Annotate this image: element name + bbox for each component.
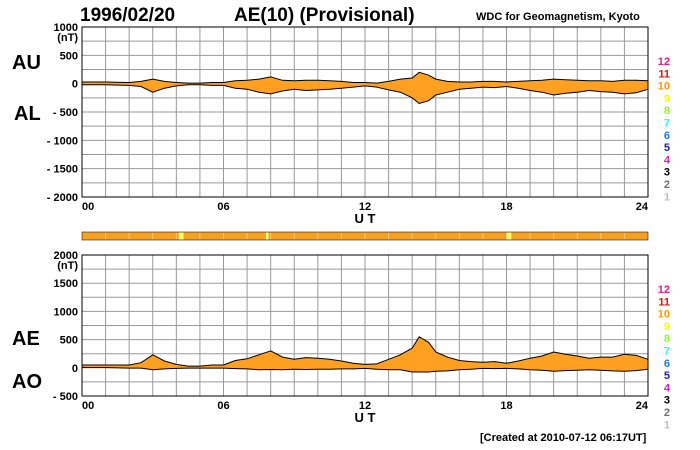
panel2-legend-item: 7 (664, 346, 670, 358)
panel2-ytick-label: 2000 (54, 250, 78, 262)
created-timestamp: [Created at 2010-07-12 06:17UT] (480, 432, 647, 444)
al-label: AL (14, 103, 41, 125)
panel2-ae-line (82, 336, 649, 367)
panel2-legend-item: 8 (664, 333, 670, 345)
panel2-legend-item: 6 (664, 358, 670, 370)
panel2-legend-item: 5 (664, 370, 670, 382)
date-title: 1996/02/20 (80, 5, 176, 26)
panel1-legend-item: 11 (658, 68, 670, 80)
panel1-ytick-label: 0 (72, 79, 78, 91)
panel1-ytick-label: - 1000 (47, 135, 78, 147)
panel2-xtick-label: 12 (359, 400, 371, 412)
panel2-ytick-label: 500 (60, 335, 78, 347)
panel1-legend-item: 1 (664, 191, 670, 203)
panel1-ytick-label: - 500 (53, 107, 78, 119)
panel1-legend-item: 7 (664, 118, 670, 130)
panel2-ytick-label: - 500 (53, 391, 78, 403)
panel1-unit-label: (nT) (57, 32, 78, 44)
panel2-unit-label: (nT) (57, 260, 78, 272)
panel2-ao-line (82, 367, 649, 373)
panel2-ytick-label: 1000 (54, 306, 78, 318)
panel2-xtick-label: 18 (500, 400, 512, 412)
panel2-xaxis-label: U T (355, 410, 376, 425)
panel2-legend-item: 3 (664, 395, 670, 407)
panel1-legend-item: 2 (664, 179, 670, 191)
status-bar-mark (265, 232, 269, 240)
panel1-legend-item: 3 (664, 167, 670, 179)
panel2-legend-item: 9 (664, 321, 670, 333)
panel1-xtick-label: 18 (500, 201, 512, 213)
status-bar-mark (181, 232, 184, 240)
panel2-legend-item: 4 (664, 382, 671, 394)
status-bar-mark (506, 232, 509, 240)
panel1-legend-item: 10 (658, 81, 670, 93)
panel1-ytick-label: - 2000 (47, 192, 78, 204)
source-label: WDC for Geomagnetism, Kyoto (476, 11, 640, 23)
panel2-xtick-label: 06 (217, 400, 229, 412)
status-bar-mark (178, 232, 182, 240)
panel1-frame (81, 26, 649, 198)
panel1-ytick-label: 1000 (54, 22, 78, 34)
status-bar-mark (508, 232, 512, 240)
panel2-frame (81, 254, 649, 397)
panel1-ytick-label: - 1500 (47, 164, 78, 176)
panel1-legend-item: 9 (664, 93, 670, 105)
panel2-legend-item: 12 (658, 284, 670, 296)
panel2-xtick-label: 24 (636, 400, 649, 412)
panel2-xtick-label: 00 (82, 400, 94, 412)
panel1-legend-item: 4 (664, 154, 671, 166)
panel1-xtick-label: 12 (359, 201, 371, 213)
panel2-legend-item: 11 (658, 296, 670, 308)
panel2-ytick-label: 1500 (54, 278, 78, 290)
panel1-al-line (82, 84, 649, 105)
panel1-au-line (82, 71, 649, 84)
chart-title: AE(10) (Provisional) (234, 5, 415, 26)
panel1-xtick-label: 24 (636, 201, 649, 213)
panel2-ytick-label: 0 (72, 363, 78, 375)
ae-label: AE (12, 328, 40, 350)
panel1-legend-item: 8 (664, 105, 670, 117)
panel1-legend-item: 5 (664, 142, 670, 154)
panel1-xtick-label: 06 (217, 201, 229, 213)
panel1-legend-item: 12 (658, 56, 670, 68)
panel1-ytick-label: 500 (60, 50, 78, 62)
panel1-band-fill (82, 72, 648, 104)
panel2-legend-item: 10 (658, 309, 670, 321)
panel1-xaxis-label: U T (355, 211, 376, 226)
panel2-band-fill (82, 336, 648, 372)
au-label: AU (12, 52, 41, 74)
panel1-xtick-label: 00 (82, 201, 94, 213)
panel1-legend-item: 6 (664, 130, 670, 142)
panel2-legend-item: 1 (664, 419, 670, 431)
ao-label: AO (12, 371, 42, 393)
panel2-legend-item: 2 (664, 407, 670, 419)
